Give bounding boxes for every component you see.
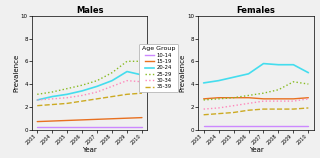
Y-axis label: Prevalence: Prevalence (180, 54, 186, 92)
Y-axis label: Prevalence: Prevalence (13, 54, 20, 92)
Legend: 10-14, 15-19, 20-24, 25-29, 30-34, 35-39: 10-14, 15-19, 20-24, 25-29, 30-34, 35-39 (139, 44, 178, 92)
X-axis label: Year: Year (249, 147, 263, 153)
Title: Males: Males (76, 6, 103, 15)
Title: Females: Females (236, 6, 276, 15)
X-axis label: Year: Year (82, 147, 97, 153)
